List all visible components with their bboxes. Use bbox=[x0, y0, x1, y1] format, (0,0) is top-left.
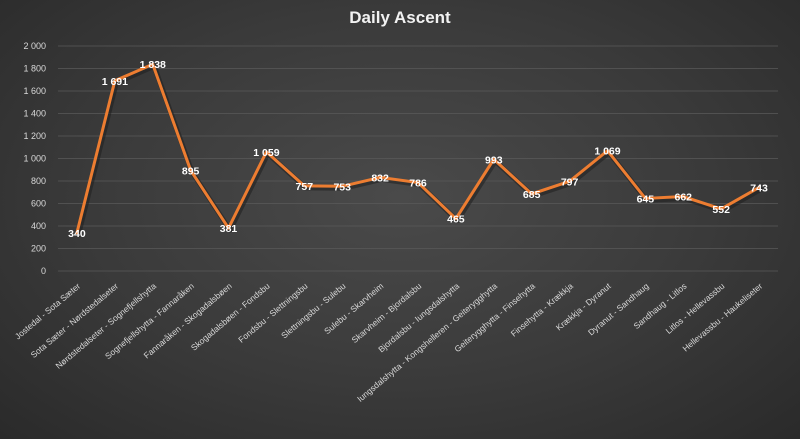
y-tick-label: 2 000 bbox=[23, 41, 46, 51]
data-label: 743 bbox=[750, 182, 768, 194]
x-tick-label: Jostedal - Sota Sæter bbox=[13, 281, 83, 342]
data-point bbox=[606, 149, 609, 152]
data-point bbox=[454, 217, 458, 220]
data-point bbox=[265, 150, 268, 154]
data-label: 1 691 bbox=[102, 76, 128, 88]
data-point bbox=[75, 231, 79, 234]
data-label: 340 bbox=[68, 228, 86, 240]
data-point bbox=[757, 186, 761, 189]
data-point bbox=[151, 63, 154, 66]
data-label: 832 bbox=[371, 172, 389, 184]
y-tick-label: 1 400 bbox=[23, 109, 46, 119]
y-tick-label: 0 bbox=[41, 266, 46, 276]
data-point bbox=[341, 185, 344, 188]
y-tick-label: 200 bbox=[31, 244, 46, 254]
data-point bbox=[644, 197, 647, 200]
x-tick-label: Slettningsbu - Sulebu bbox=[279, 281, 348, 341]
y-tick-label: 1 600 bbox=[23, 86, 46, 96]
data-point bbox=[303, 184, 306, 188]
data-label: 465 bbox=[447, 214, 465, 226]
data-label: 757 bbox=[296, 181, 314, 193]
data-point bbox=[682, 195, 685, 198]
y-tick-label: 600 bbox=[31, 199, 46, 209]
x-tick-label: Iungsdalshytta - Kongshelleren - Geitery… bbox=[355, 281, 499, 404]
data-point bbox=[530, 192, 533, 196]
data-label: 381 bbox=[220, 223, 238, 235]
data-label: 753 bbox=[333, 181, 351, 193]
data-point bbox=[568, 180, 571, 183]
data-label: 645 bbox=[637, 193, 655, 205]
series-line-shadow bbox=[75, 63, 764, 238]
x-tick-label: Skarvheim - Bjordalsbu bbox=[350, 281, 424, 345]
data-label: 786 bbox=[409, 178, 427, 190]
data-point bbox=[227, 226, 230, 230]
data-point bbox=[416, 181, 420, 184]
data-point bbox=[189, 169, 192, 172]
data-point bbox=[113, 79, 117, 82]
data-label: 797 bbox=[561, 176, 579, 188]
data-label: 662 bbox=[674, 192, 692, 204]
chart-title: Daily Ascent bbox=[349, 8, 451, 27]
y-tick-label: 800 bbox=[31, 176, 46, 186]
data-label: 1 838 bbox=[140, 59, 166, 71]
y-tick-label: 1 800 bbox=[23, 64, 46, 74]
data-label: 552 bbox=[712, 204, 730, 216]
data-label: 685 bbox=[523, 189, 541, 201]
data-label: 1 069 bbox=[594, 146, 620, 158]
x-tick-label: Finsehytta - Krækkja bbox=[509, 281, 575, 339]
data-label: 993 bbox=[485, 154, 503, 166]
data-label: 1 059 bbox=[253, 147, 279, 159]
y-tick-label: 400 bbox=[31, 221, 46, 231]
data-label: 895 bbox=[182, 165, 200, 177]
x-tick-label: Fondsbu - Slettningsbu bbox=[236, 281, 310, 345]
y-tick-label: 1 000 bbox=[23, 154, 46, 164]
data-point bbox=[378, 176, 382, 179]
y-tick-label: 1 200 bbox=[23, 131, 46, 141]
data-point bbox=[719, 207, 723, 211]
series-line bbox=[75, 62, 761, 235]
data-point bbox=[492, 158, 495, 161]
